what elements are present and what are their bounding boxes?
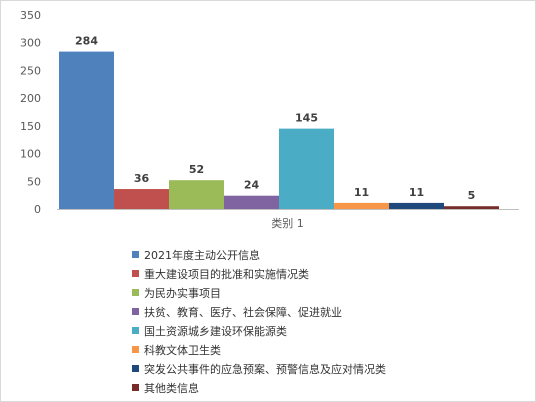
legend-item: 突发公共事件的应急预案、预警信息及应对情况类 [132, 359, 386, 378]
legend-label: 重大建设项目的批准和实施情况类 [144, 267, 309, 281]
data-label: 11 [354, 186, 369, 199]
data-label: 52 [189, 163, 204, 176]
legend-label: 科教文体卫生类 [144, 343, 221, 357]
legend-item: 扶贫、教育、医疗、社会保障、促进就业 [132, 302, 386, 321]
legend-item: 科教文体卫生类 [132, 340, 386, 359]
legend-label: 突发公共事件的应急预案、预警信息及应对情况类 [144, 362, 386, 376]
y-tick-label: 350 [20, 9, 41, 22]
bar [444, 206, 499, 209]
data-label: 145 [295, 112, 318, 125]
bars-group [59, 51, 499, 209]
legend-swatch [132, 384, 139, 391]
bar [389, 202, 444, 209]
legend-swatch [132, 251, 139, 258]
legend-item: 2021年度主动公开信息 [132, 245, 386, 264]
data-label: 24 [244, 179, 260, 192]
y-axis: 0 50 100 150 200 250 300 350 [20, 9, 41, 216]
legend-swatch [132, 327, 139, 334]
data-label: 284 [75, 35, 98, 48]
bar [334, 202, 389, 209]
y-tick-label: 150 [20, 120, 41, 133]
legend-swatch [132, 289, 139, 296]
legend-swatch [132, 270, 139, 277]
legend-label: 国土资源城乡建设环保能源类 [144, 324, 287, 338]
y-tick-label: 300 [20, 37, 41, 50]
legend-item: 国土资源城乡建设环保能源类 [132, 321, 386, 340]
legend-label: 为民办实事项目 [144, 286, 221, 300]
data-labels-group: 284 36 52 24 145 11 11 5 [75, 35, 475, 203]
bar [279, 128, 334, 209]
legend: 2021年度主动公开信息重大建设项目的批准和实施情况类 为民办实事项目扶贫、教育、… [132, 245, 386, 397]
bar [224, 195, 279, 209]
legend-swatch [132, 308, 139, 315]
x-category-label: 类别 1 [271, 216, 304, 230]
legend-label: 扶贫、教育、医疗、社会保障、促进就业 [144, 305, 342, 319]
legend-item: 重大建设项目的批准和实施情况类 [132, 264, 386, 283]
legend-label: 其他类信息 [144, 381, 199, 395]
bar [169, 180, 224, 209]
data-label: 11 [409, 186, 424, 199]
y-tick-label: 200 [20, 92, 41, 105]
x-axis: 类别 1 [57, 209, 519, 230]
bar [114, 189, 169, 209]
legend-label: 2021年度主动公开信息 [144, 248, 260, 262]
y-tick-label: 0 [34, 203, 41, 216]
data-label: 5 [468, 189, 476, 202]
bar [59, 51, 114, 209]
data-label: 36 [134, 172, 150, 185]
y-tick-label: 50 [27, 175, 41, 188]
y-tick-label: 100 [20, 148, 41, 161]
y-tick-label: 250 [20, 64, 41, 77]
legend-item: 其他类信息 [132, 378, 386, 397]
legend-swatch [132, 346, 139, 353]
legend-item: 为民办实事项目 [132, 283, 386, 302]
legend-swatch [132, 365, 139, 372]
